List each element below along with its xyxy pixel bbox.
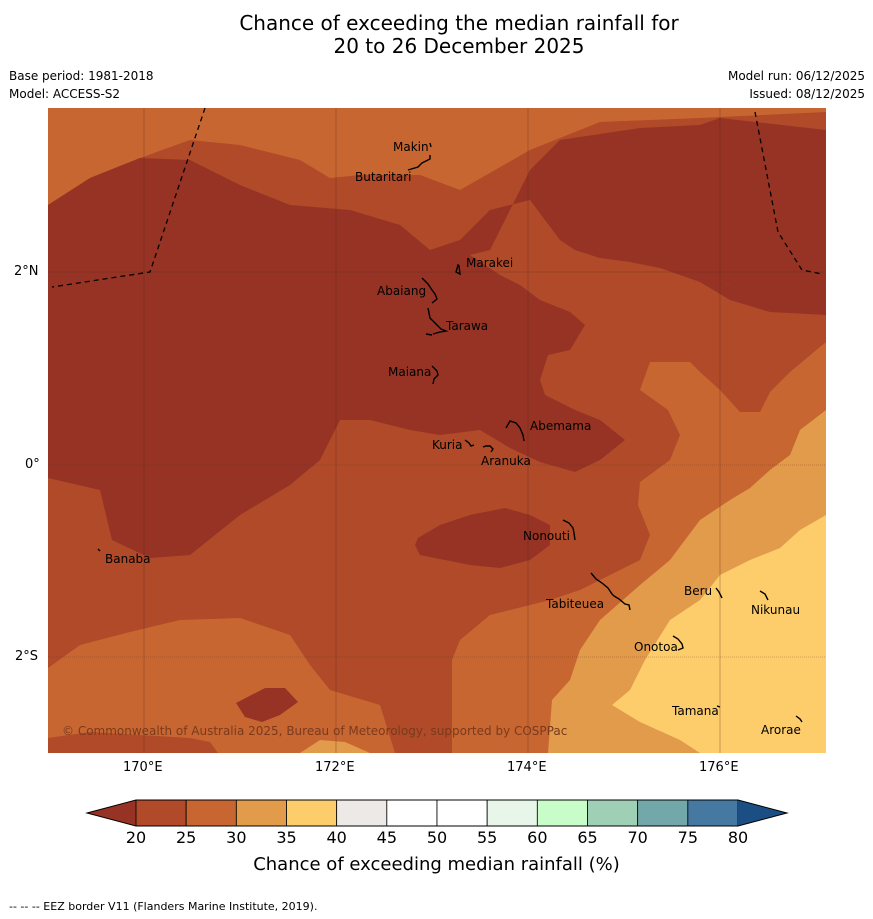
label-marakei: Marakei [466, 256, 513, 270]
colorbar-tick-35: 35 [276, 828, 297, 847]
graticule [48, 108, 826, 753]
colorbar-segment-70-75 [637, 799, 689, 827]
island-abemama [505, 420, 525, 442]
colorbar-below-20 [87, 800, 136, 826]
label-arorae: Arorae [761, 723, 801, 737]
island-butaritari [407, 155, 431, 171]
map-layers [48, 108, 826, 753]
lat-tick-2n: 2°N [14, 264, 39, 279]
island-beru [715, 587, 723, 599]
lon-tick-174e: 174°E [507, 760, 547, 775]
title-line-2: 20 to 26 December 2025 [333, 34, 585, 58]
label-tabiteuea: Tabiteuea [545, 597, 604, 611]
issued-label: Issued: 08/12/2025 [749, 87, 865, 101]
label-abemama: Abemama [530, 419, 591, 433]
title-line-1: Chance of exceeding the median rainfall … [239, 11, 679, 35]
lon-tick-172e: 172°E [315, 760, 355, 775]
island-tamana [716, 705, 721, 708]
lat-tick-2s: 2°S [15, 649, 39, 664]
band-25-30-north [48, 108, 826, 205]
band-25-30-southwest [48, 618, 395, 753]
colorbar-tick-50: 50 [426, 828, 448, 847]
islands [97, 142, 803, 723]
lon-tick-170e: 170°E [123, 760, 163, 775]
colorbar-tick-45: 45 [376, 828, 397, 847]
band-below-20-nonouti [415, 508, 550, 568]
colorbar-segment-45-50 [386, 799, 438, 827]
band-30-35-south [300, 740, 370, 753]
colorbar-segment-30-35 [235, 799, 287, 827]
colorbar-tick-60: 60 [527, 828, 548, 847]
band-below-20-sw [236, 688, 298, 722]
lat-tick-0: 0° [25, 457, 40, 472]
island-arorae [795, 715, 803, 723]
label-nonouti: Nonouti [523, 529, 570, 543]
label-butaritari: Butaritari [355, 170, 412, 184]
island-tarawa [425, 307, 449, 336]
colorbar-tick-20: 20 [125, 828, 147, 847]
island-nonouti [562, 519, 576, 541]
band-below-20-east [560, 130, 826, 315]
colorbar-segment-65-70 [587, 799, 639, 827]
colorbar-above-80 [738, 800, 787, 826]
colorbar-segments [135, 799, 739, 827]
label-onotoa: Onotoa [634, 640, 678, 654]
colorbar-title: Chance of exceeding median rainfall (%) [253, 854, 620, 875]
colorbar-tick-70: 70 [627, 828, 648, 847]
model-run-label: Model run: 06/12/2025 [727, 69, 865, 83]
label-makin: Makin [393, 140, 429, 154]
colorbar-segment-35-40 [286, 799, 338, 827]
colorbar-tick-25: 25 [175, 828, 197, 847]
label-banaba: Banaba [105, 552, 151, 566]
colorbar-tick-40: 40 [326, 828, 347, 847]
island-nikunau [759, 590, 769, 601]
island-tabiteuea [590, 572, 631, 611]
label-maiana: Maiana [388, 365, 431, 379]
colorbar-segment-50-55 [436, 799, 488, 827]
island-onotoa [672, 635, 684, 651]
colorbar-tick-75: 75 [677, 828, 698, 847]
colorbar-segment-55-60 [486, 799, 538, 827]
colorbar-segment-75-80 [687, 799, 739, 827]
colorbar-segment-25-30 [185, 799, 237, 827]
colorbar-segment-60-65 [536, 799, 588, 827]
label-tamana: Tamana [671, 704, 719, 718]
eez-legend-note: -- -- -- EEZ border V11 (Flanders Marine… [9, 900, 318, 913]
colorbar-segment-20-25 [135, 799, 187, 827]
colorbar-outline [85, 799, 789, 827]
colorbar-tick-55: 55 [476, 828, 498, 847]
island-banaba [97, 548, 101, 552]
colorbar-tick-30: 30 [226, 828, 247, 847]
colorbar-segment-40-45 [336, 799, 388, 827]
label-beru: Beru [684, 584, 712, 598]
label-nikunau: Nikunau [751, 603, 800, 617]
label-abaiang: Abaiang [377, 284, 426, 298]
band-35-40 [612, 515, 826, 753]
island-aranuka [482, 445, 494, 453]
island-maiana [431, 365, 439, 385]
island-makin [429, 142, 432, 148]
map-title: Chance of exceeding the median rainfall … [0, 12, 873, 58]
copyright-notice: © Commonwealth of Australia 2025, Bureau… [62, 724, 568, 738]
lon-tick-176e: 176°E [699, 760, 739, 775]
island-marakei [455, 263, 461, 276]
place-labels: Makin Butaritari Marakei Abaiang Tarawa … [105, 140, 801, 737]
label-aranuka: Aranuka [481, 454, 531, 468]
label-tarawa: Tarawa [445, 319, 488, 333]
colorbar-tick-65: 65 [577, 828, 598, 847]
model-label: Model: ACCESS-S2 [9, 87, 121, 101]
band-20-25-sw [48, 732, 218, 753]
island-kuria [464, 439, 475, 447]
base-period-label: Base period: 1981-2018 [9, 69, 154, 83]
colorbar [85, 799, 789, 827]
label-kuria: Kuria [432, 438, 463, 452]
island-abaiang [421, 277, 438, 304]
eez-border [51, 107, 823, 288]
band-below-20-main [48, 118, 826, 558]
colorbar-tick-80: 80 [727, 828, 749, 847]
